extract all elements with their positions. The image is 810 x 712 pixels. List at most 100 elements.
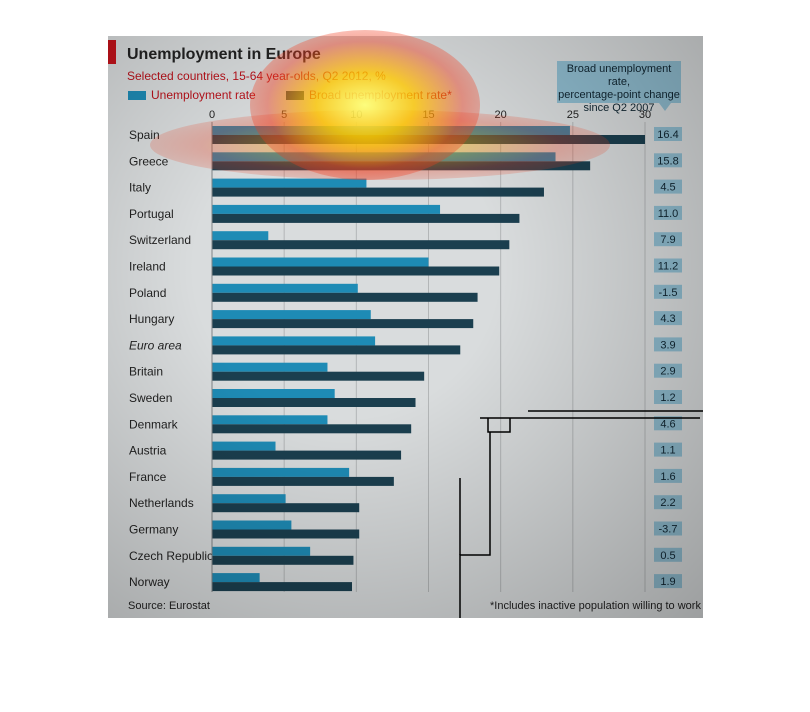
bar-broad-unemployment [212, 187, 544, 197]
category-label: Spain [129, 128, 160, 142]
category-label: Poland [129, 286, 166, 300]
bar-broad-unemployment [212, 398, 416, 407]
bar-broad-unemployment [212, 135, 645, 144]
footnote: *Includes inactive population willing to… [490, 600, 701, 612]
change-label-box [654, 495, 682, 510]
change-label: 1.6 [660, 471, 675, 483]
category-label: Czech Republic [129, 549, 213, 563]
x-tick-label-25: 25 [567, 109, 579, 121]
annotation-stroke [459, 432, 491, 618]
bar-unemployment [212, 231, 269, 241]
bar-broad-unemployment [212, 503, 360, 513]
change-label: -3.7 [659, 524, 678, 536]
change-label: 16.4 [657, 129, 678, 141]
change-label-box [654, 416, 682, 431]
change-label-box [654, 232, 682, 247]
bar-unemployment [212, 204, 441, 214]
legend-label-unemployment: Unemployment rate [151, 88, 256, 102]
bar-broad-unemployment [212, 292, 478, 302]
bar-broad-unemployment [212, 345, 461, 355]
category-label: Hungary [129, 312, 174, 326]
red-tab-accent [108, 40, 116, 64]
annotation-stroke [487, 418, 511, 433]
bar-unemployment [212, 573, 260, 583]
bar-unemployment [212, 494, 286, 504]
change-label-box [654, 258, 682, 273]
change-label: 1.2 [660, 392, 675, 404]
bar-broad-unemployment [212, 371, 425, 381]
bar-unemployment [212, 415, 328, 425]
category-label: Ireland [129, 260, 166, 274]
legend-unemployment: Unemployment rate [128, 88, 256, 102]
change-label-box [654, 363, 682, 378]
change-label-box [654, 574, 682, 589]
change-label: 15.8 [657, 155, 678, 167]
bar-unemployment [212, 441, 276, 451]
bar-broad-unemployment [212, 240, 510, 250]
category-label: Greece [129, 154, 169, 168]
change-label-box [654, 468, 682, 483]
change-label: 2.2 [660, 497, 675, 509]
bar-unemployment [212, 520, 292, 530]
change-label-box [654, 284, 682, 299]
category-label: France [129, 470, 167, 484]
change-label-box [654, 442, 682, 457]
category-label: Italy [129, 181, 151, 195]
change-label-box [654, 390, 682, 404]
bar-broad-unemployment [212, 582, 353, 592]
bar-broad-unemployment [212, 266, 500, 276]
bar-broad-unemployment [212, 161, 591, 171]
change-label: -1.5 [659, 287, 678, 299]
change-label: 11.2 [658, 261, 679, 273]
bar-broad-unemployment [212, 213, 520, 223]
bar-unemployment [212, 178, 367, 188]
category-label: Austria [129, 444, 167, 458]
change-label: 4.5 [660, 182, 675, 194]
x-tick-label-20: 20 [495, 109, 507, 121]
callout-line-1: Broad unemployment rate, [566, 63, 672, 88]
bar-unemployment [212, 283, 358, 293]
x-tick-label-10: 10 [350, 109, 362, 121]
category-label: Britain [129, 365, 163, 379]
callout-line-2: percentage-point change [558, 89, 680, 101]
bar-broad-unemployment [212, 450, 402, 460]
bar-unemployment [212, 362, 328, 372]
bar-unemployment [212, 126, 570, 135]
change-label: 11.0 [658, 208, 679, 220]
x-tick-label-5: 5 [281, 109, 287, 121]
bar-broad-unemployment [212, 529, 360, 539]
change-label-box [654, 521, 682, 536]
legend-swatch-unemployment [128, 90, 146, 100]
change-label: 2.9 [660, 366, 675, 378]
category-label: Denmark [129, 417, 179, 431]
category-label: Euro area [129, 338, 182, 352]
bar-broad-unemployment [212, 555, 354, 565]
category-label: Portugal [129, 207, 174, 221]
x-tick-label-0: 0 [209, 109, 215, 121]
category-label: Sweden [129, 391, 172, 405]
x-tick-label-30: 30 [639, 109, 651, 121]
category-label: Switzerland [129, 233, 191, 247]
change-callout: Broad unemployment rate, percentage-poin… [557, 61, 681, 114]
bar-unemployment [212, 389, 335, 398]
bar-unemployment [212, 310, 371, 320]
change-label: 4.6 [660, 418, 675, 430]
x-tick-label-15: 15 [422, 109, 434, 121]
change-label: 1.9 [660, 576, 675, 588]
bar-broad-unemployment [212, 424, 412, 434]
category-label: Norway [129, 575, 170, 589]
change-label: 3.9 [660, 339, 675, 351]
change-label-box [654, 337, 682, 352]
source-note: Source: Eurostat [128, 600, 210, 612]
change-label: 1.1 [660, 445, 675, 457]
category-label: Germany [129, 523, 178, 537]
bar-unemployment [212, 336, 376, 346]
category-label: Netherlands [129, 496, 194, 510]
change-label: 0.5 [660, 550, 675, 562]
change-label-box [654, 153, 682, 168]
change-label-box [654, 127, 682, 141]
bar-unemployment [212, 546, 311, 556]
change-label-box [654, 179, 682, 194]
change-label: 4.3 [660, 313, 675, 325]
bar-unemployment [212, 467, 350, 477]
